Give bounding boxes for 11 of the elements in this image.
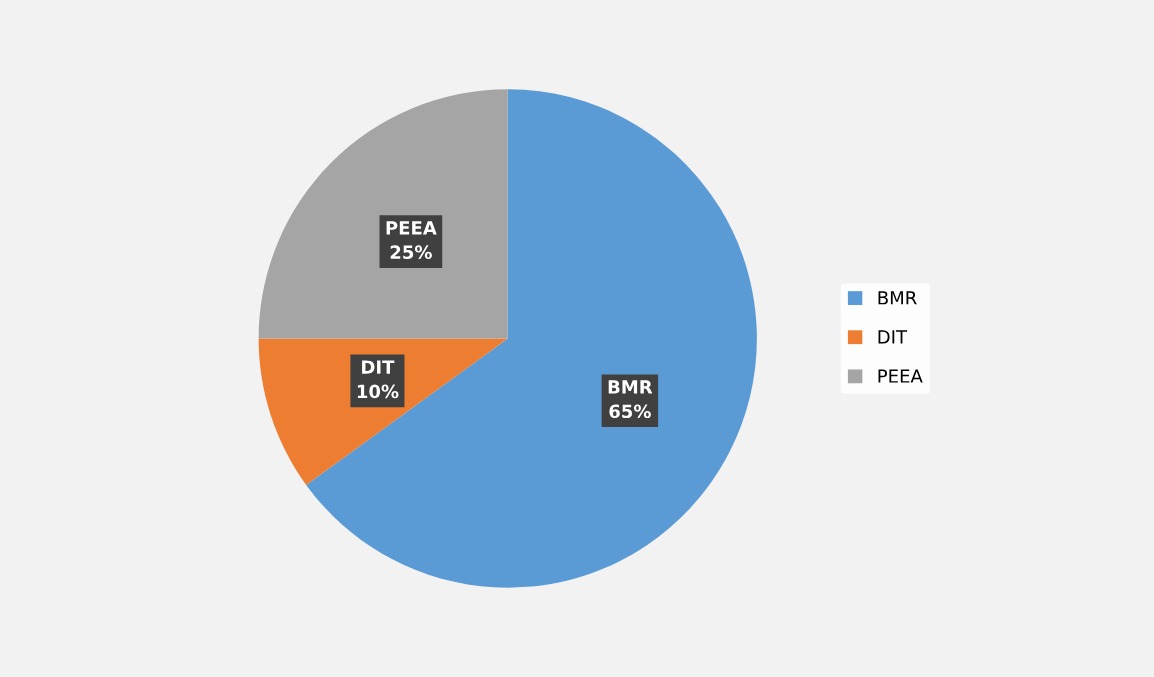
legend-label: BMR bbox=[878, 291, 917, 305]
pie-slice bbox=[258, 89, 508, 339]
data-label: 25% bbox=[390, 245, 432, 260]
legend-label: PEEA bbox=[878, 369, 923, 383]
data-label: 10% bbox=[357, 384, 399, 399]
slice-label: BMR bbox=[608, 380, 653, 394]
slice-label: DIT bbox=[362, 360, 395, 374]
legend-label: DIT bbox=[878, 330, 908, 344]
slice-label: PEEA bbox=[386, 221, 437, 235]
pie-slice bbox=[306, 89, 757, 588]
data-label: 65% bbox=[609, 404, 651, 419]
